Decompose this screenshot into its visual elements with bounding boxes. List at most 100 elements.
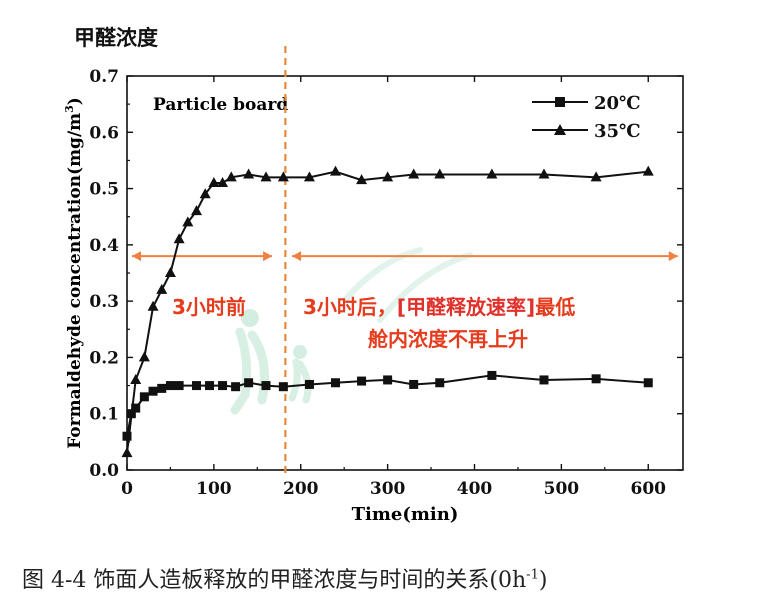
data-point-square xyxy=(409,379,419,389)
x-tick-label: 0 xyxy=(121,479,133,499)
data-point-square xyxy=(487,370,497,380)
data-point-square xyxy=(331,378,340,388)
legend-marker-square xyxy=(555,97,565,107)
after-arrow-head-left xyxy=(292,251,302,262)
data-point-triangle xyxy=(382,171,394,182)
annotation-after-line2: 舱内浓度不再上升 xyxy=(368,327,528,351)
legend: 20℃35℃ xyxy=(532,93,641,142)
data-point-square xyxy=(244,378,254,388)
data-point-square xyxy=(148,386,158,396)
data-point-triangle xyxy=(303,171,315,182)
y-tick-label: 0.0 xyxy=(89,461,119,481)
data-point-square xyxy=(122,431,132,441)
caption-superscript: -1 xyxy=(526,567,539,583)
caption-text: 图 4-4 饰面人造板释放的甲醛浓度与时间的关系(0h xyxy=(22,568,527,593)
y-axis-label-close: ) xyxy=(65,97,85,105)
data-point-triangle xyxy=(642,165,654,176)
data-point-triangle xyxy=(208,176,220,187)
y-tick-label: 0.1 xyxy=(89,405,119,425)
data-point-triangle xyxy=(138,351,150,362)
x-axis-label: Time(min) xyxy=(352,504,459,525)
data-point-triangle xyxy=(408,168,420,179)
x-tick-label: 500 xyxy=(544,479,580,499)
data-point-triangle xyxy=(164,267,176,277)
y-axis-label-text: Formaldehyde concentration(mg/m xyxy=(65,113,85,449)
data-point-square xyxy=(304,379,314,389)
data-point-square xyxy=(643,378,653,388)
data-point-square xyxy=(157,383,167,393)
data-point-triangle xyxy=(191,205,202,216)
x-tick-label: 200 xyxy=(283,479,319,499)
annotation-after-bracket: [甲醛释放速率] xyxy=(397,295,535,319)
data-point-triangle xyxy=(199,188,211,199)
after-arrow-head-right xyxy=(668,251,678,262)
data-point-square xyxy=(174,381,184,391)
figure-caption: 图 4-4 饰面人造板释放的甲醛浓度与时间的关系(0h-1) xyxy=(22,562,547,594)
y-axis-label: Formaldehyde concentration(mg/m3) xyxy=(63,97,85,449)
data-point-triangle xyxy=(486,168,498,179)
data-point-triangle xyxy=(182,216,194,227)
x-tick-label: 100 xyxy=(196,479,232,499)
caption-suffix: ) xyxy=(538,568,548,593)
page-title: 甲醛浓度 xyxy=(74,26,158,50)
y-axis-label-sup: 3 xyxy=(63,105,76,113)
data-point-square xyxy=(205,381,215,391)
data-point-square xyxy=(131,403,141,413)
annotation-after-prefix: 3小时后， xyxy=(303,295,397,319)
data-point-triangle xyxy=(121,447,133,458)
data-point-triangle xyxy=(538,168,550,179)
data-point-square xyxy=(261,381,271,391)
before-arrow-head-right xyxy=(263,251,273,262)
annotation-after-suffix: 最低 xyxy=(535,295,575,319)
data-point-triangle xyxy=(173,233,185,244)
legend-label: 20℃ xyxy=(594,93,641,114)
data-point-square xyxy=(165,381,175,391)
legend-label: 35℃ xyxy=(594,121,641,142)
data-point-square xyxy=(435,378,445,388)
data-point-triangle xyxy=(225,171,237,182)
data-point-square xyxy=(192,381,201,391)
y-tick-label: 0.5 xyxy=(89,180,119,200)
data-point-triangle xyxy=(243,168,255,179)
data-point-triangle xyxy=(356,174,368,185)
x-tick-label: 600 xyxy=(631,479,667,499)
data-point-triangle xyxy=(330,165,341,176)
before-arrow-head-left xyxy=(132,251,141,262)
watermark-figure-body xyxy=(230,327,269,415)
data-point-triangle xyxy=(434,168,446,179)
data-point-square xyxy=(591,374,601,384)
data-point-square xyxy=(278,382,288,392)
y-tick-label: 0.2 xyxy=(89,348,119,368)
data-point-triangle xyxy=(277,171,289,182)
data-point-square xyxy=(139,392,149,402)
data-point-square xyxy=(231,382,241,392)
y-tick-label: 0.4 xyxy=(89,236,119,256)
data-point-triangle xyxy=(260,171,272,182)
data-point-triangle xyxy=(147,300,159,311)
legend-marker-triangle xyxy=(554,124,566,135)
y-tick-label: 0.6 xyxy=(89,123,119,143)
data-point-triangle xyxy=(156,283,168,294)
data-point-square xyxy=(357,376,367,386)
x-tick-label: 300 xyxy=(370,479,406,499)
watermark-stroke xyxy=(342,247,473,323)
y-tick-label: 0.7 xyxy=(89,67,119,87)
data-point-triangle xyxy=(130,373,142,384)
data-point-square xyxy=(383,375,393,385)
period-arrows xyxy=(132,251,678,262)
x-axis-ticks: 0 100 200 300 400 500 600 xyxy=(121,76,666,499)
panel-label: Particle board xyxy=(153,95,288,115)
watermark-child-head xyxy=(293,345,307,359)
data-point-square xyxy=(539,375,549,385)
y-tick-label: 0.3 xyxy=(89,292,119,312)
y-axis-ticks: 0.0 0.1 0.2 0.3 0.4 0.5 0.6 0.7 xyxy=(89,67,683,481)
annotation-before: 3小时前 xyxy=(172,295,246,319)
data-point-square xyxy=(218,381,228,391)
series-layer xyxy=(121,165,654,458)
data-point-triangle xyxy=(217,176,229,187)
watermark-figure-head xyxy=(241,309,259,327)
data-point-triangle xyxy=(590,171,602,182)
x-tick-label: 400 xyxy=(457,479,493,499)
formaldehyde-chart: 0 100 200 300 400 500 600 0.00.10.20.30.40.50.… xyxy=(63,46,684,525)
